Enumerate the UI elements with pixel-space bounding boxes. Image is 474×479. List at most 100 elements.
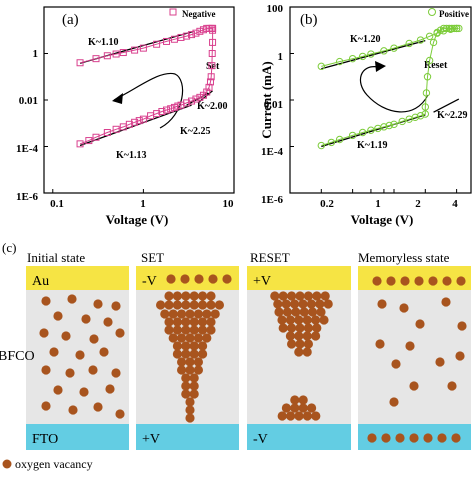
panel-a-data-point <box>119 49 127 57</box>
reset-vacancy-dot <box>311 331 321 341</box>
panel-b-data-point <box>335 57 344 66</box>
panel-b-data-point <box>421 110 430 118</box>
memoryless-vacancy-dot <box>415 319 425 329</box>
panel-a-data-point <box>158 108 166 116</box>
panel-a-plot-frame <box>43 6 235 194</box>
set-vacancy-dot <box>172 349 182 359</box>
panel-a-ytick-label: 1 <box>33 48 39 60</box>
initial-vacancy-dot <box>41 365 51 375</box>
memoryless-vacancy-dot <box>437 433 447 443</box>
reset-vacancy-dot <box>277 315 287 325</box>
reset-vacancy-dot <box>287 291 297 301</box>
set-vacancy-dot <box>185 309 195 319</box>
set-top-voltage-label: -V <box>142 274 157 289</box>
memoryless-vacancy-dot <box>409 433 419 443</box>
set-vacancy-dot <box>189 341 199 351</box>
panel-b-data-point <box>455 24 463 33</box>
memoryless-vacancy-dot <box>375 339 385 349</box>
memoryless-vacancy-dot <box>455 351 465 361</box>
reset-vacancy-dot <box>303 323 313 333</box>
panel-b-data-point <box>421 103 430 111</box>
set-vacancy-dot <box>181 381 191 391</box>
set-vacancy-dot <box>206 300 216 310</box>
panel-a-data-point <box>196 27 204 35</box>
panel-a: (a) Negative 1 0.01 1E-4 1E-6 0.1 1 10 V… <box>16 6 235 227</box>
reset-vacancy-dot <box>290 299 300 309</box>
initial-vacancy-dot <box>75 350 85 360</box>
initial-vacancy-dot <box>67 294 77 304</box>
panel-c-title-reset: RESET <box>250 250 290 265</box>
panel-a-data-point <box>207 73 215 81</box>
panel-a-data-point <box>177 33 185 41</box>
set-vacancy-dot <box>214 300 224 310</box>
reset-vacancy-dot <box>294 411 304 421</box>
memoryless-vacancy-dot <box>423 433 433 443</box>
panel-b-x-axis-label: Voltage (V) <box>351 212 414 227</box>
panel-b-data-point <box>367 126 375 134</box>
panel-a-data-point <box>170 35 178 43</box>
panel-b-ytick-label: 0.01 <box>264 99 283 111</box>
panel-a-data-point <box>203 88 211 96</box>
memoryless-vacancy-dot <box>386 276 396 286</box>
oxygen-vacancy-legend-label: oxygen vacancy <box>15 457 93 471</box>
reset-vacancy-dot <box>319 315 329 325</box>
panel-c-label: (c) <box>2 240 16 255</box>
reset-vacancy-dot <box>277 411 287 421</box>
panel-b-data-point <box>416 112 425 120</box>
initial-vacancy-dot <box>65 368 75 378</box>
set-vacancy-dot <box>189 317 199 327</box>
panel-a-data-point <box>183 99 191 107</box>
reset-vacancy-dot <box>282 307 292 317</box>
set-vacancy-dot <box>181 341 191 351</box>
panel-a-data-point <box>163 37 171 45</box>
reset-vacancy-dot <box>281 403 291 413</box>
memoryless-vacancy-dot <box>447 381 457 391</box>
panel-b-xtick-label: 4 <box>452 198 458 210</box>
memoryless-vacancy-dot <box>414 276 424 286</box>
set-vacancy-dot <box>181 325 191 335</box>
set-vacancy-dot <box>206 291 216 301</box>
reset-bottom-voltage-label: -V <box>253 432 268 447</box>
reset-vacancy-dot <box>308 307 318 317</box>
memoryless-vacancy-dot <box>442 276 452 286</box>
memoryless-vacancy-dot <box>435 357 445 367</box>
panel-b-data-point <box>429 38 438 47</box>
panel-a-data-point <box>112 50 120 58</box>
fto-layer-label: FTO <box>32 432 58 447</box>
panel-b-data-point <box>448 24 456 33</box>
set-vacancy-dot <box>206 325 216 335</box>
panel-b-fit-label: K~1.19 <box>357 140 387 151</box>
set-vacancy-dot <box>202 333 212 343</box>
panel-b-y-axis-label: Current (mA) <box>259 61 274 138</box>
set-vacancy-dot <box>172 300 182 310</box>
reset-vacancy-dot <box>302 315 312 325</box>
set-vacancy-dot <box>210 309 220 319</box>
panel-a-xtick-label: 0.1 <box>50 198 64 210</box>
panel-b-fit-line <box>321 39 426 70</box>
reset-vacancy-dot <box>302 331 312 341</box>
set-vacancy-dot <box>189 349 199 359</box>
panel-b-data-point <box>439 27 448 35</box>
memoryless-vacancy-dot <box>457 321 467 331</box>
set-vacancy-dot <box>164 291 174 301</box>
reset-fto-layer <box>247 424 351 450</box>
panel-a-ytick-label: 1E-4 <box>16 143 39 155</box>
panel-b-label: (b) <box>300 12 318 28</box>
set-vacancy-dot <box>206 317 216 327</box>
panel-b-data-point <box>416 36 425 44</box>
panel-b-ytick-label: 1 <box>278 51 284 63</box>
set-vacancy-dot <box>193 365 203 375</box>
panel-b-data-point <box>439 24 448 33</box>
reset-au-layer <box>247 266 351 290</box>
initial-vacancy-dot <box>93 402 103 412</box>
reset-vacancy-dot <box>273 299 283 309</box>
memoryless-vacancy-dot <box>428 276 438 286</box>
set-vacancy-dot <box>177 357 187 367</box>
memoryless-vacancy-dot <box>372 276 382 286</box>
panel-a-sweep-arrowhead <box>112 93 123 104</box>
reset-vacancy-dot <box>294 347 304 357</box>
set-vacancy-dot <box>198 317 208 327</box>
memoryless-vacancy-dot <box>405 341 415 351</box>
reset-vacancy-dot <box>295 291 305 301</box>
set-vacancy-dot <box>172 325 182 335</box>
